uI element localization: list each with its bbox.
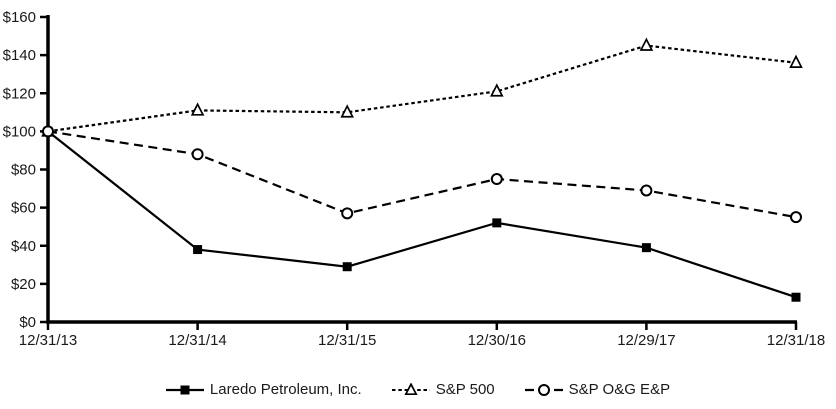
x-tick-label: 12/29/17: [617, 332, 675, 349]
data-point-circle: [490, 173, 503, 186]
y-tick-label: $20: [11, 276, 36, 293]
data-point-circle: [640, 184, 653, 197]
x-tick-label: 12/31/15: [318, 332, 376, 349]
y-tick-label: $120: [3, 85, 36, 102]
y-tick-label: $140: [3, 47, 36, 64]
data-point-circle: [341, 207, 354, 220]
data-point-triangle: [490, 83, 504, 97]
y-tick-label: $80: [11, 162, 36, 179]
data-point-triangle: [639, 37, 654, 51]
legend-item-spog: S&P O&G E&P: [524, 381, 671, 398]
series-line-circle: [47, 130, 797, 219]
data-point-triangle: [340, 104, 354, 118]
y-tick-label: $100: [3, 123, 36, 140]
legend-item-laredo: Laredo Petroleum, Inc.: [165, 381, 362, 398]
data-point-triangle: [190, 102, 205, 116]
x-tick-label: 12/31/14: [168, 332, 226, 349]
y-tick-label: $40: [11, 238, 36, 255]
data-point-square: [791, 292, 801, 302]
x-tick-label: 12/31/18: [767, 332, 825, 349]
data-point-square: [641, 243, 651, 253]
x-tick-label: 12/31/13: [19, 332, 77, 349]
data-point-triangle: [789, 54, 803, 68]
series-line-square: [47, 130, 797, 299]
legend-label-laredo: Laredo Petroleum, Inc.: [209, 381, 362, 398]
legend-glyph-dotted-triangle-icon: [391, 382, 430, 395]
legend-glyph-dashed-circle-icon: [524, 383, 563, 396]
y-tick-label: $160: [3, 9, 36, 26]
y-tick-label: $0: [19, 314, 36, 331]
data-point-square: [492, 218, 502, 228]
performance-line-chart-canvas: $0 $20 $40 $60 $80 $100 $120 $140 $160 12/31/13 12…: [3, 9, 826, 349]
chart-legend: Laredo Petroleum, Inc. S&P 500 S&P O&G E…: [0, 381, 836, 398]
legend-label-spog: S&P O&G E&P: [568, 381, 671, 398]
data-point-square: [342, 262, 352, 272]
y-tick-label: $60: [11, 200, 36, 217]
legend-item-sp500: S&P 500: [391, 381, 495, 398]
series-line-triangle: [47, 44, 797, 133]
data-point-circle: [42, 125, 54, 138]
data-point-circle: [790, 211, 802, 224]
data-point-circle: [191, 148, 204, 161]
legend-glyph-solid-square-icon: [165, 385, 204, 394]
x-tick-label: 12/30/16: [468, 332, 526, 349]
data-point-square: [193, 245, 203, 255]
legend-label-sp500: S&P 500: [435, 381, 495, 398]
